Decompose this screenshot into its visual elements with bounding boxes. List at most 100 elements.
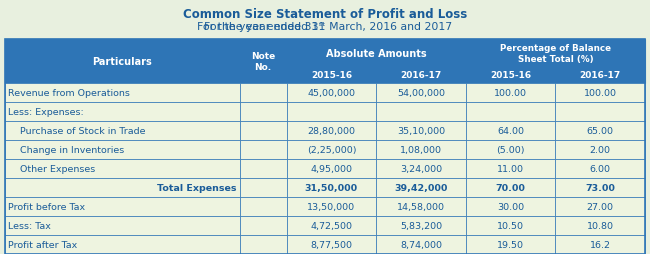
Bar [287, 103, 376, 121]
Bar [5, 178, 240, 197]
Bar [240, 159, 287, 178]
Bar [376, 178, 466, 197]
Text: 10.80: 10.80 [587, 221, 614, 230]
Text: 6.00: 6.00 [590, 164, 611, 173]
Text: Percentage of Balance
Sheet Total (%): Percentage of Balance Sheet Total (%) [500, 44, 611, 64]
Bar [376, 216, 466, 235]
Text: 2015-16: 2015-16 [311, 71, 352, 80]
Bar [5, 40, 240, 84]
Text: Profit after Tax: Profit after Tax [8, 240, 77, 249]
Text: Purchase of Stock in Trade: Purchase of Stock in Trade [8, 126, 146, 135]
Bar [376, 103, 466, 121]
Text: Note
No.: Note No. [251, 52, 275, 71]
Text: Absolute Amounts: Absolute Amounts [326, 49, 426, 59]
Bar [376, 140, 466, 159]
Text: Total Expenses: Total Expenses [157, 183, 237, 192]
Bar [466, 140, 555, 159]
Text: 31,50,000: 31,50,000 [305, 183, 358, 192]
Bar [240, 84, 287, 103]
Text: 73.00: 73.00 [585, 183, 615, 192]
Bar [5, 235, 240, 254]
Bar [240, 197, 287, 216]
Text: 14,58,000: 14,58,000 [397, 202, 445, 211]
Text: Common Size Statement of Profit and Loss: Common Size Statement of Profit and Loss [183, 8, 467, 21]
Bar [287, 159, 376, 178]
Text: Profit before Tax: Profit before Tax [8, 202, 85, 211]
Bar [5, 84, 240, 103]
Bar [555, 216, 645, 235]
Text: 3,24,000: 3,24,000 [400, 164, 442, 173]
Bar [287, 235, 376, 254]
Text: Change in Inventories: Change in Inventories [8, 146, 124, 154]
Bar [466, 235, 555, 254]
Text: 64.00: 64.00 [497, 126, 524, 135]
Text: 2016-17: 2016-17 [400, 71, 441, 80]
Bar [287, 68, 376, 84]
Text: For the year ended 31: For the year ended 31 [203, 22, 325, 32]
Bar [466, 68, 555, 84]
Bar [555, 103, 645, 121]
Bar [5, 159, 240, 178]
Bar [376, 159, 466, 178]
Bar [466, 84, 555, 103]
Bar [466, 121, 555, 140]
Text: 54,00,000: 54,00,000 [397, 89, 445, 98]
Text: 28,80,000: 28,80,000 [307, 126, 356, 135]
Bar [5, 140, 240, 159]
Bar [240, 140, 287, 159]
Bar [555, 235, 645, 254]
Bar [240, 121, 287, 140]
Bar [555, 121, 645, 140]
Bar [240, 103, 287, 121]
Text: 45,00,000: 45,00,000 [307, 89, 356, 98]
Bar [466, 159, 555, 178]
Text: 65.00: 65.00 [587, 126, 614, 135]
Text: 2016-17: 2016-17 [580, 71, 621, 80]
Text: Less: Tax: Less: Tax [8, 221, 51, 230]
Bar [376, 68, 466, 84]
Bar [240, 178, 287, 197]
Text: 1,08,000: 1,08,000 [400, 146, 442, 154]
Bar [5, 40, 645, 254]
Text: Less: Expenses:: Less: Expenses: [8, 108, 84, 117]
Bar [287, 140, 376, 159]
Bar [287, 121, 376, 140]
Bar [376, 197, 466, 216]
Text: 4,95,000: 4,95,000 [311, 164, 352, 173]
Bar [287, 178, 376, 197]
Text: Other Expenses: Other Expenses [8, 164, 96, 173]
Text: 11.00: 11.00 [497, 164, 524, 173]
Text: 19.50: 19.50 [497, 240, 524, 249]
Bar [287, 40, 466, 68]
Text: 100.00: 100.00 [494, 89, 527, 98]
Text: 4,72,500: 4,72,500 [311, 221, 352, 230]
Bar [466, 103, 555, 121]
Text: 70.00: 70.00 [496, 183, 526, 192]
Text: 10.50: 10.50 [497, 221, 524, 230]
Bar [5, 216, 240, 235]
Bar [555, 159, 645, 178]
Bar [555, 140, 645, 159]
Bar [287, 197, 376, 216]
Bar [555, 178, 645, 197]
Bar [376, 121, 466, 140]
Text: 13,50,000: 13,50,000 [307, 202, 356, 211]
Bar [466, 197, 555, 216]
Text: 35,10,000: 35,10,000 [397, 126, 445, 135]
Bar [376, 235, 466, 254]
Bar [240, 235, 287, 254]
Bar [466, 216, 555, 235]
Bar [555, 197, 645, 216]
Text: 5,83,200: 5,83,200 [400, 221, 442, 230]
Bar [287, 84, 376, 103]
Text: 8,74,000: 8,74,000 [400, 240, 442, 249]
Bar [5, 197, 240, 216]
Text: (5.00): (5.00) [497, 146, 525, 154]
Text: 100.00: 100.00 [584, 89, 617, 98]
Bar [466, 40, 645, 68]
Bar [5, 121, 240, 140]
Text: 30.00: 30.00 [497, 202, 524, 211]
Text: 16.2: 16.2 [590, 240, 611, 249]
Bar [240, 40, 287, 84]
Text: Particulars: Particulars [92, 57, 152, 67]
